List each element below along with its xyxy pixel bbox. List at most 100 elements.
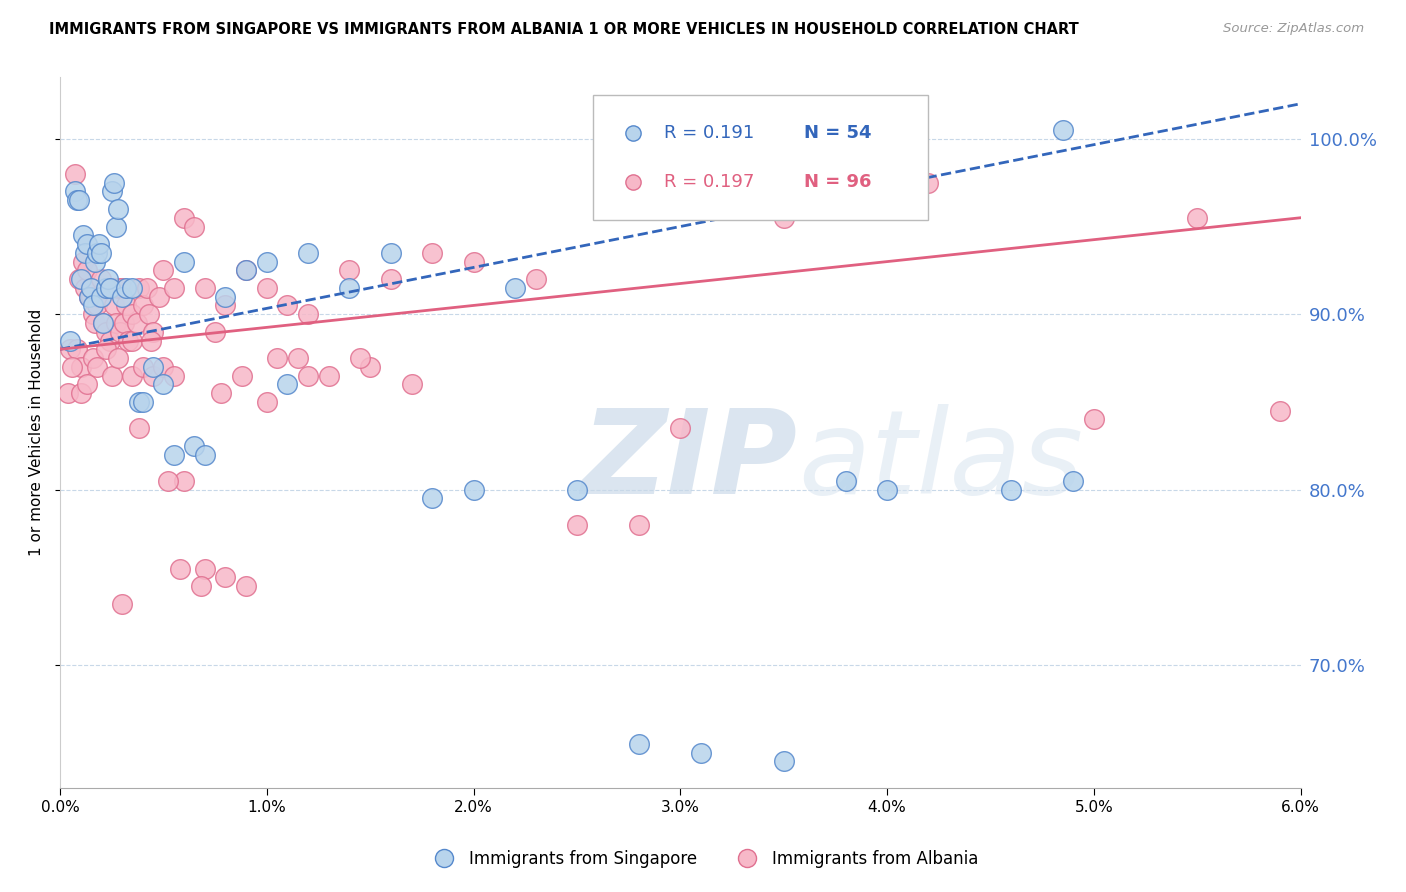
Point [142,325,165,339]
Point [276,298,298,312]
Point [135,281,157,295]
Point [1083,412,1105,426]
Point [163,368,186,383]
Point [82,307,104,321]
Point [173,474,195,488]
Point [63,185,86,199]
Point [297,368,319,383]
Point [103,176,125,190]
Point [73,281,96,295]
Point [876,193,898,207]
Point [214,298,236,312]
Point [121,281,143,295]
Point [86,298,108,312]
Point [69,272,91,286]
Point [107,351,129,365]
Point [835,474,858,488]
Point [772,211,794,225]
Point [72,228,94,243]
Point [173,254,195,268]
Point [163,448,186,462]
Point [209,386,232,401]
Point [107,202,129,216]
Point [76,263,98,277]
Point [142,359,165,374]
Point [565,483,588,497]
Point [380,245,402,260]
Point [112,316,135,330]
Point [72,254,94,268]
Point [121,334,143,348]
Point [1187,211,1209,225]
Point [256,254,278,268]
Point [152,263,174,277]
Point [503,281,526,295]
Point [90,290,112,304]
Point [194,448,217,462]
Point [82,351,104,365]
Point [117,334,139,348]
Point [93,316,115,330]
FancyBboxPatch shape [593,95,928,219]
Point [194,281,217,295]
Point [59,343,82,357]
Point [194,561,217,575]
Point [103,298,125,312]
Point [76,237,98,252]
Point [111,290,134,304]
Point [1268,403,1291,417]
Point [163,281,186,295]
Text: IMMIGRANTS FROM SINGAPORE VS IMMIGRANTS FROM ALBANIA 1 OR MORE VEHICLES IN HOUSE: IMMIGRANTS FROM SINGAPORE VS IMMIGRANTS … [49,22,1078,37]
Point [65,343,87,357]
Point [627,517,650,532]
Point [100,185,122,199]
Point [917,176,939,190]
Text: ZIP: ZIP [581,403,797,518]
Point [94,343,117,357]
Point [235,263,257,277]
Point [287,351,309,365]
Point [876,483,898,497]
Point [156,474,179,488]
Point [420,491,443,506]
Point [98,334,121,348]
Point [349,351,371,365]
Text: atlas: atlas [799,404,1083,518]
Point [100,281,122,295]
Point [627,737,650,751]
Point [142,368,165,383]
Point [80,290,103,304]
Point [266,351,288,365]
Point [86,245,108,260]
Point [59,334,82,348]
Text: R = 0.197: R = 0.197 [664,172,755,191]
Point [108,325,131,339]
Point [115,298,138,312]
Point [62,359,84,374]
Point [69,359,91,374]
Point [132,359,155,374]
Point [401,377,423,392]
Point [669,421,692,435]
Point [90,272,112,286]
Point [77,290,100,304]
Text: N = 54: N = 54 [804,124,872,142]
Point [104,219,127,234]
Point [128,421,150,435]
Text: R = 0.191: R = 0.191 [664,124,755,142]
Point [690,746,713,760]
Point [128,395,150,409]
Point [93,316,115,330]
Point [69,386,91,401]
Point [67,272,90,286]
Point [183,219,205,234]
Legend: Immigrants from Singapore, Immigrants from Albania: Immigrants from Singapore, Immigrants fr… [420,844,986,875]
Point [97,272,120,286]
Point [98,281,121,295]
Point [80,281,103,295]
Point [231,368,253,383]
Point [58,386,80,401]
Point [97,281,120,295]
Point [104,316,127,330]
Point [173,211,195,225]
